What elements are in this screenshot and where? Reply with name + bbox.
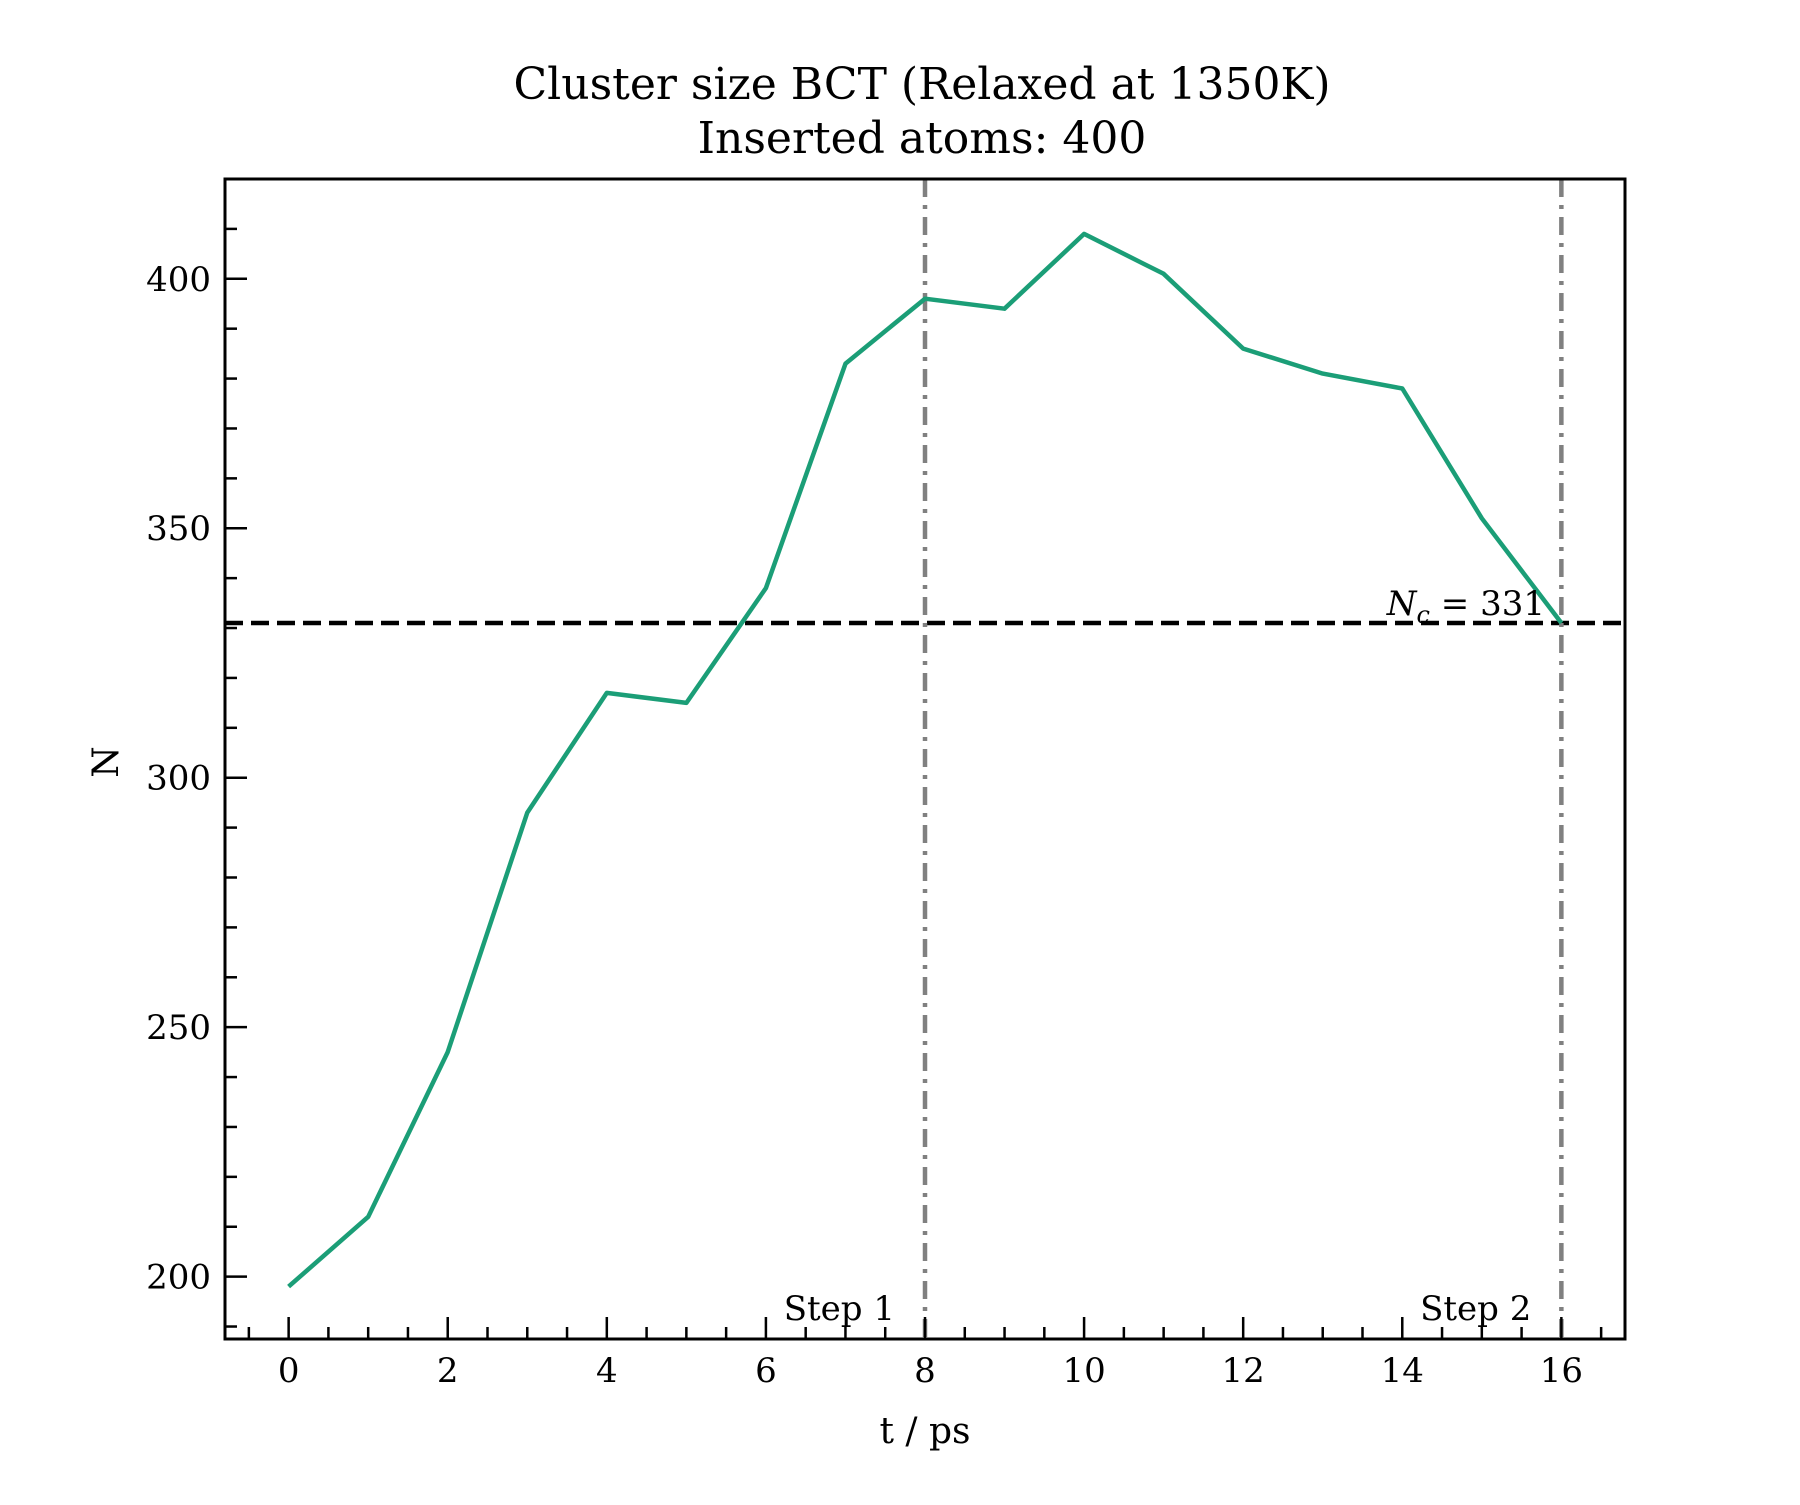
x-tick-label: 6 <box>755 1351 777 1391</box>
x-tick-label: 10 <box>1062 1351 1105 1391</box>
chart-subtitle: Inserted atoms: 400 <box>698 113 1147 164</box>
x-tick-label: 16 <box>1540 1351 1583 1391</box>
x-tick-label: 0 <box>278 1351 300 1391</box>
y-axis-label: N <box>86 746 127 778</box>
step-marker-label-1: Step 1 <box>784 1289 895 1329</box>
x-tick-label: 2 <box>437 1351 459 1391</box>
x-tick-label: 8 <box>914 1351 936 1391</box>
x-tick-label: 14 <box>1381 1351 1424 1391</box>
y-tick-label: 200 <box>146 1258 211 1298</box>
step-marker-label-2: Step 2 <box>1420 1289 1531 1329</box>
x-tick-label: 4 <box>596 1351 618 1391</box>
x-tick-label: 12 <box>1222 1351 1265 1391</box>
y-tick-label: 300 <box>146 759 211 799</box>
x-axis-label: t / ps <box>879 1411 970 1452</box>
critical-size-label: Nc = 331 <box>1386 584 1545 629</box>
y-tick-label: 250 <box>146 1008 211 1048</box>
chart-title: Cluster size BCT (Relaxed at 1350K) <box>514 59 1331 110</box>
y-tick-label: 350 <box>146 509 211 549</box>
y-tick-label: 400 <box>146 260 211 300</box>
